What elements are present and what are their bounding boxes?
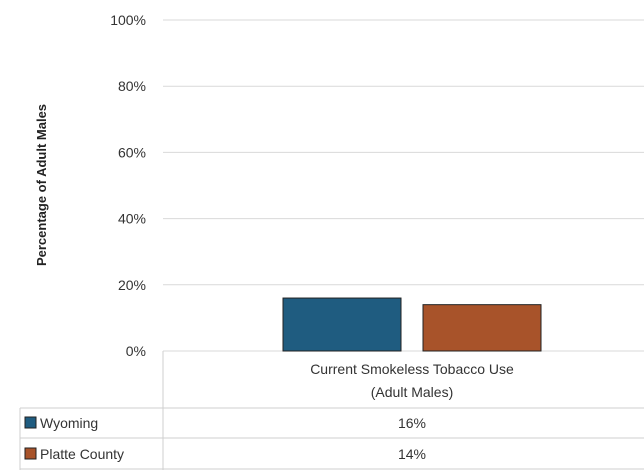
bar-platte-county [422, 304, 542, 352]
y-tick-label: 0% [126, 343, 146, 359]
legend-label: Wyoming [40, 415, 98, 431]
y-tick-label: 40% [118, 211, 146, 227]
y-tick-label: 80% [118, 78, 146, 94]
y-tick-label: 20% [118, 277, 146, 293]
data-label: 14% [398, 446, 426, 462]
y-tick-label: 100% [110, 12, 146, 28]
data-table: Current Smokeless Tobacco Use (Adult Male… [19, 351, 644, 470]
bar-wyoming [282, 297, 402, 352]
category-label: Current Smokeless Tobacco Use [310, 361, 514, 377]
gridlines [163, 19, 644, 352]
data-label: 16% [398, 415, 426, 431]
bars [282, 297, 542, 352]
legend-swatch [24, 447, 37, 460]
y-tick-labels: 0% 20% 40% 60% 80% 100% [110, 12, 146, 359]
y-tick-label: 60% [118, 144, 146, 160]
legend-label: Platte County [40, 446, 124, 462]
category-label-sub: (Adult Males) [371, 384, 453, 400]
legend-swatch [24, 416, 37, 429]
y-axis-label: Percentage of Adult Males [34, 104, 49, 266]
